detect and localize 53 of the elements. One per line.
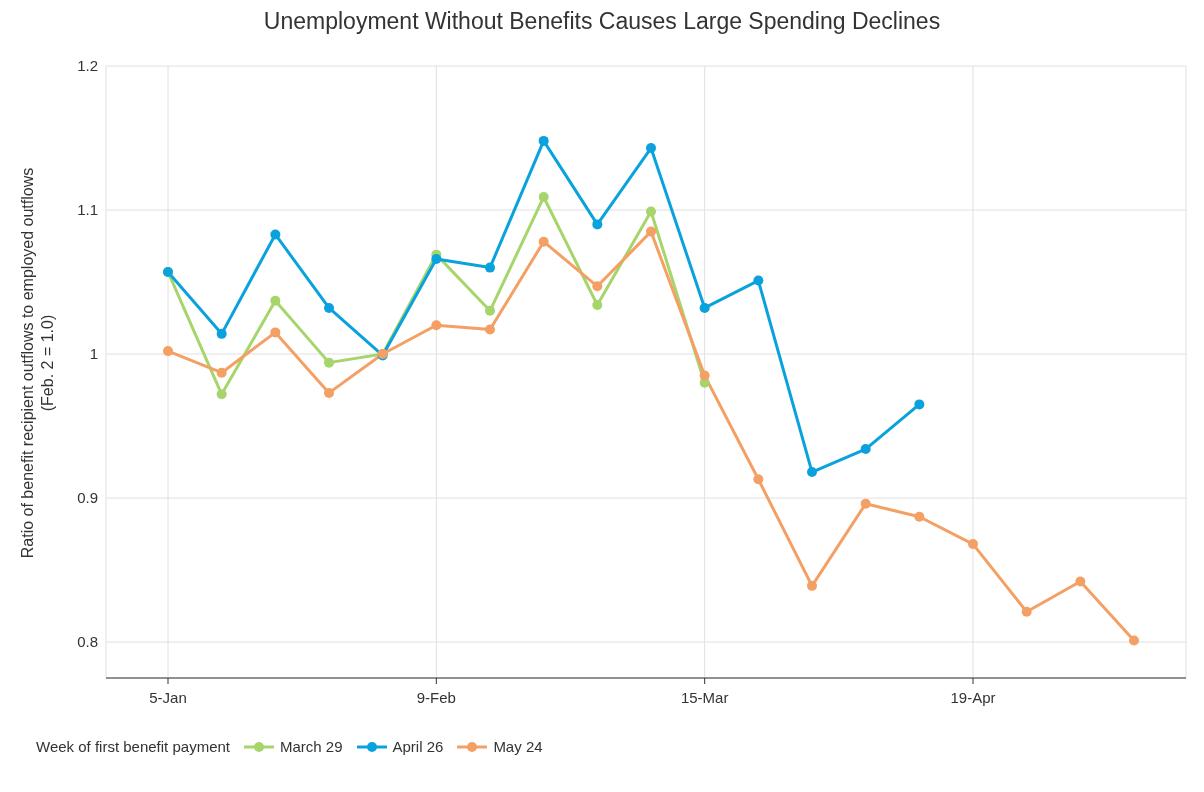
legend-label: May 24 xyxy=(492,738,543,755)
point xyxy=(216,328,227,339)
point xyxy=(699,370,710,381)
point xyxy=(646,143,656,154)
point xyxy=(753,474,764,485)
x-tick-label: 15-Mar xyxy=(680,688,729,706)
point xyxy=(646,206,656,217)
point xyxy=(538,192,549,203)
point xyxy=(270,229,281,240)
point xyxy=(431,253,442,264)
point xyxy=(807,580,817,591)
point xyxy=(431,320,442,331)
x-tick-label: 19-Apr xyxy=(950,688,996,706)
x-tick-label: 5-Jan xyxy=(149,688,187,706)
point xyxy=(485,262,495,273)
legend-title: Week of first benefit payment xyxy=(36,738,230,755)
point xyxy=(163,346,173,357)
point xyxy=(753,275,764,286)
point xyxy=(485,324,495,335)
point xyxy=(485,305,495,316)
point xyxy=(860,444,871,455)
point xyxy=(646,226,656,237)
point xyxy=(270,295,281,306)
y-tick-label: 0.9 xyxy=(77,489,98,507)
point xyxy=(538,236,549,247)
point xyxy=(914,511,925,522)
point xyxy=(324,387,334,398)
point xyxy=(324,357,334,368)
y-tick-label: 1.2 xyxy=(77,57,98,75)
point xyxy=(216,389,227,400)
point xyxy=(914,399,925,410)
chart-title: Unemployment Without Benefits Causes Large Spending Declines xyxy=(262,8,942,36)
point xyxy=(860,498,871,509)
point xyxy=(1021,606,1032,617)
point xyxy=(1129,635,1139,646)
x-tick-label: 9-Feb xyxy=(416,688,456,706)
y-tick-label: 1.1 xyxy=(77,201,98,219)
point xyxy=(592,300,603,311)
point xyxy=(592,219,603,230)
point xyxy=(807,467,817,478)
point xyxy=(216,367,227,378)
point xyxy=(1075,576,1086,587)
point xyxy=(699,302,710,313)
y-tick-label: 1 xyxy=(89,345,98,363)
y-tick-label: 0.8 xyxy=(77,633,98,651)
point xyxy=(324,302,334,313)
legend-label: March 29 xyxy=(279,738,343,755)
point xyxy=(270,327,281,338)
y-axis-title: Ratio of benefit recipient outflows to employed outflows (Feb. 2 = 1.0) xyxy=(18,167,57,559)
legend-label: April 26 xyxy=(391,738,444,755)
point xyxy=(968,539,978,550)
point xyxy=(538,135,549,146)
point xyxy=(592,281,603,292)
